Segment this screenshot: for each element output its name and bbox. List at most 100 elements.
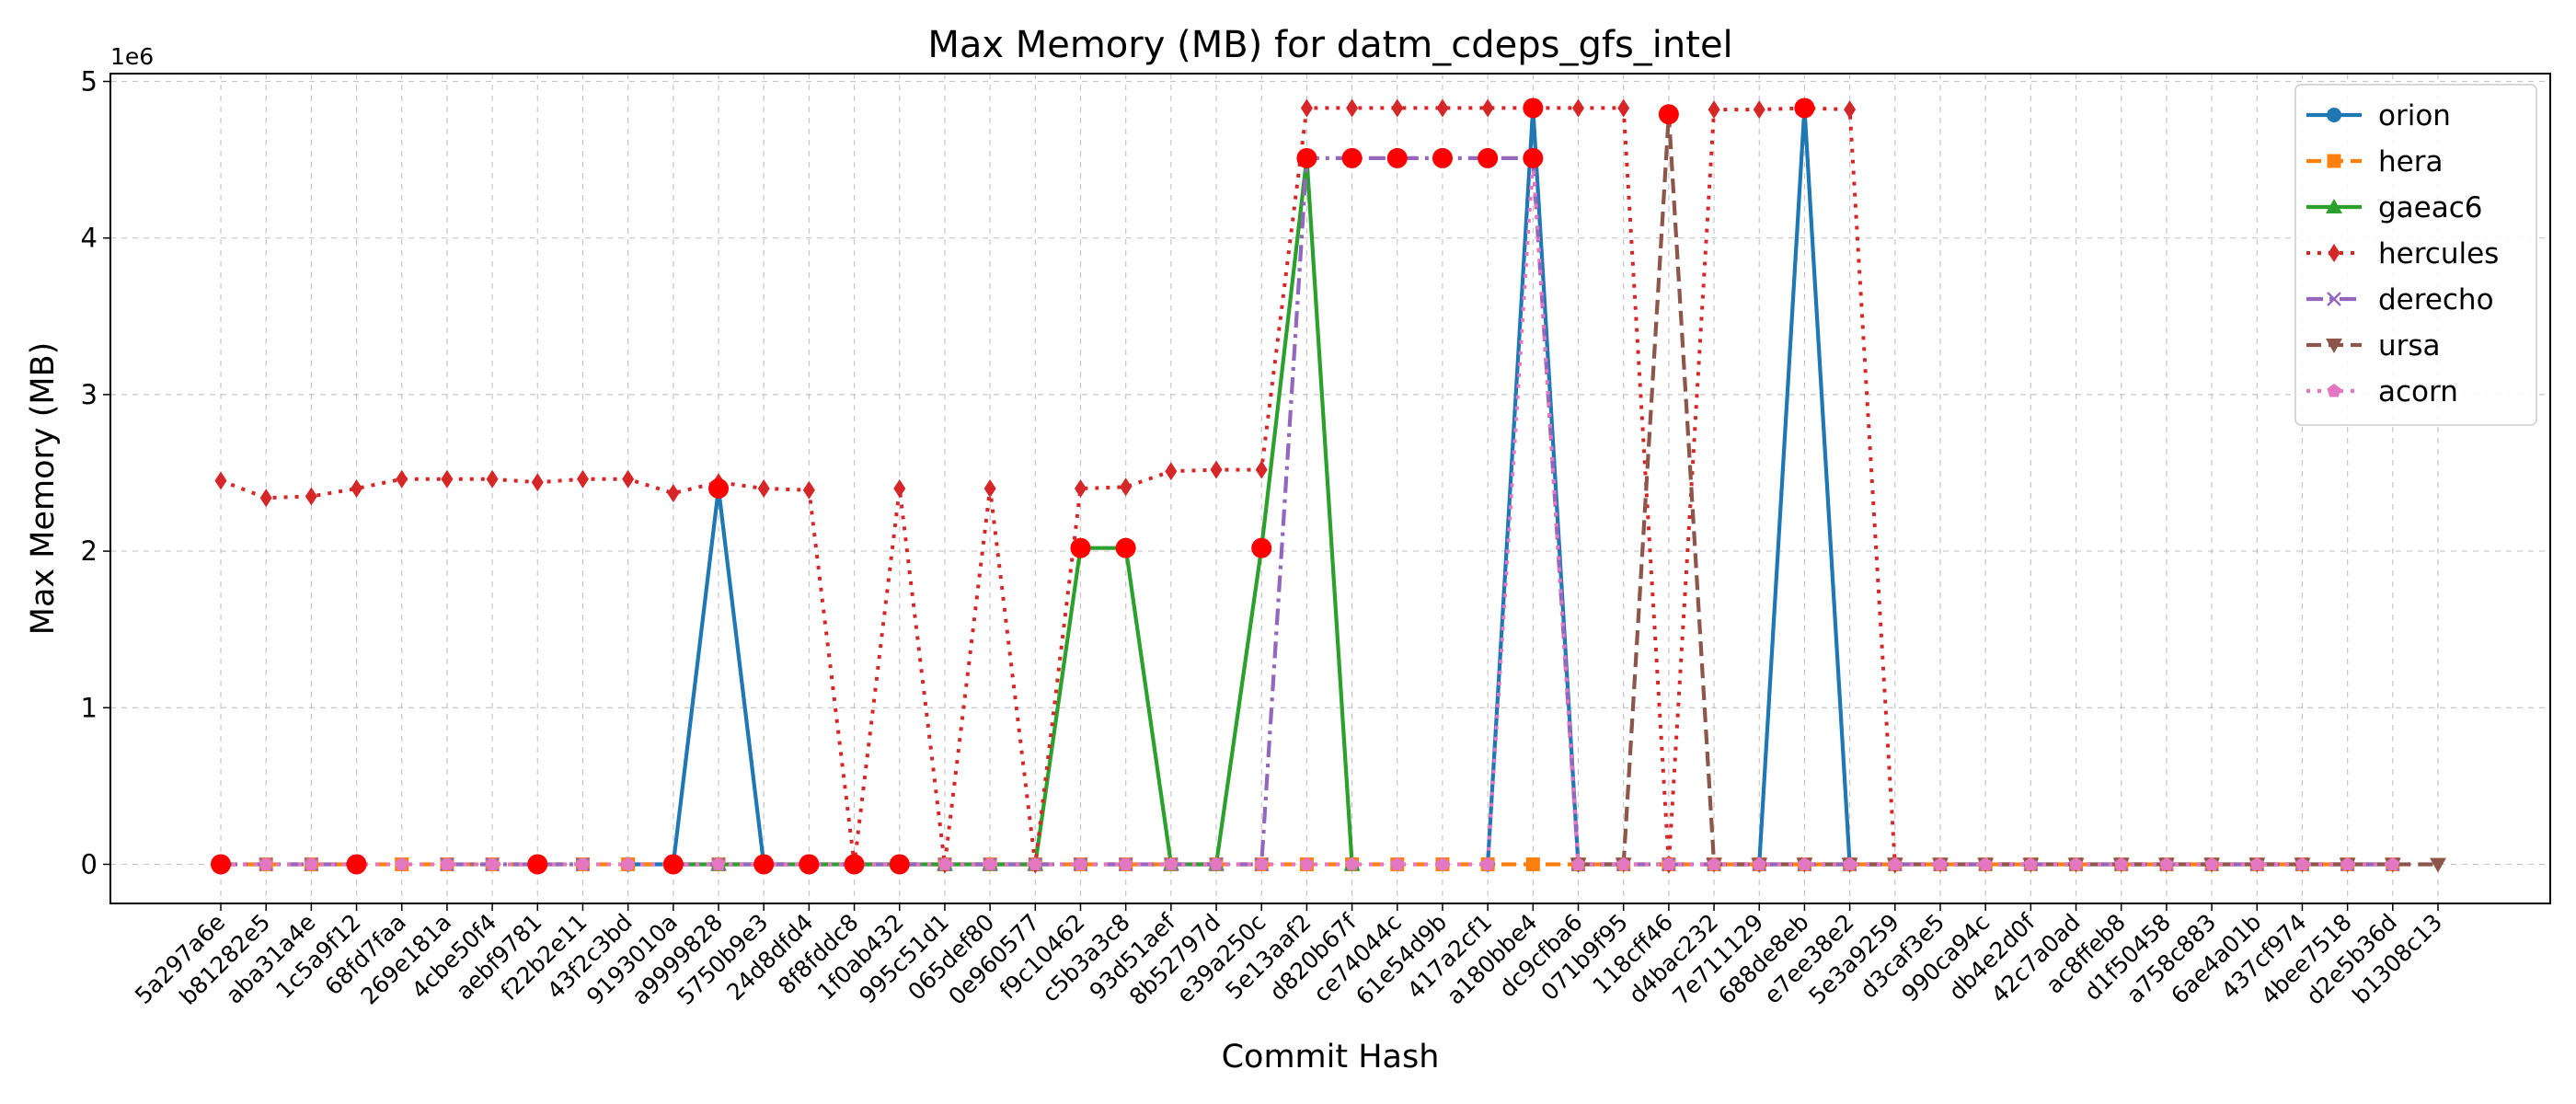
legend-marker-orion: [2327, 108, 2341, 122]
point-hercules: [757, 479, 770, 498]
point-acorn: [1164, 857, 1179, 870]
legend-item-acorn: acorn: [2306, 375, 2458, 408]
highlight-point: [662, 854, 684, 875]
point-acorn: [711, 857, 726, 870]
legend-box: [2294, 84, 2537, 426]
series-layer: [213, 98, 2446, 874]
point-hercules: [1391, 98, 1404, 118]
point-hercules: [1481, 98, 1494, 118]
point-hercules: [305, 487, 317, 506]
point-hercules: [576, 469, 589, 489]
legend-item-orion: orion: [2306, 99, 2451, 132]
legend-item-hercules: hercules: [2306, 237, 2499, 270]
legend-label: acorn: [2378, 375, 2458, 408]
legend: orion hera gaeac6 hercules derecho ursa acorn: [2294, 84, 2537, 426]
legend-item-ursa: ursa: [2306, 329, 2441, 362]
y-tick-label: 1: [81, 692, 98, 723]
point-acorn: [304, 857, 318, 870]
highlight-layer: [211, 98, 1815, 875]
point-hercules: [1617, 98, 1630, 118]
point-acorn: [1933, 857, 1948, 870]
point-hercules: [1572, 98, 1585, 118]
highlight-point: [1658, 104, 1679, 125]
point-acorn: [485, 857, 500, 870]
point-hercules: [1753, 100, 1765, 120]
point-acorn: [1345, 857, 1360, 870]
point-acorn: [1570, 857, 1586, 870]
highlight-point: [1794, 98, 1815, 119]
y-tick-label: 4: [81, 223, 98, 254]
point-acorn: [1797, 857, 1811, 870]
series-hercules: [214, 98, 1902, 874]
x-axis-label: Commit Hash: [1222, 1039, 1440, 1075]
highlight-point: [708, 478, 730, 499]
point-acorn: [2249, 857, 2264, 870]
point-hercules: [983, 479, 996, 498]
point-acorn: [1888, 857, 1903, 870]
grid: [110, 74, 2550, 903]
highlight-point: [1478, 147, 1499, 168]
legend-marker-gaeac6: [2326, 199, 2342, 213]
series-line-ursa: [1578, 112, 2438, 867]
highlight-point: [1070, 537, 1091, 558]
highlight-point: [1341, 147, 1363, 168]
highlight-point: [1523, 98, 1544, 119]
point-acorn: [2386, 857, 2400, 870]
highlight-point: [1115, 537, 1136, 558]
series-line-hercules: [220, 106, 1897, 867]
point-hercules: [802, 480, 815, 500]
point-acorn: [621, 857, 636, 870]
point-hercules: [486, 469, 499, 489]
y-axis-label: Max Memory (MB): [25, 342, 62, 635]
point-hercules: [1165, 462, 1178, 481]
point-acorn: [1028, 857, 1042, 870]
series-gaeac6: [664, 149, 1361, 871]
y-tick-label: 5: [81, 66, 98, 98]
y-axis-ticks: 0 1 2 3 4 5: [81, 66, 110, 880]
legend-item-gaeac6: gaeac6: [2306, 191, 2483, 224]
chart-title: Max Memory (MB) for datm_cdeps_gfs_intel: [927, 24, 1732, 66]
point-acorn: [1707, 857, 1721, 870]
plot-frame: [109, 73, 2551, 904]
point-acorn: [1299, 857, 1314, 870]
y-tick-label: 0: [81, 848, 98, 880]
highlight-point: [211, 854, 231, 875]
y-axis-offset-label: 1e6: [110, 43, 154, 70]
legend-label: ursa: [2378, 329, 2441, 362]
y-tick-label: 3: [81, 379, 98, 410]
point-acorn: [1843, 857, 1857, 870]
point-hercules: [259, 489, 272, 508]
point-hercules: [1120, 477, 1133, 497]
highlight-point: [1432, 147, 1453, 168]
point-acorn: [2068, 857, 2084, 870]
legend-label: orion: [2378, 99, 2451, 132]
point-hercules: [396, 469, 408, 489]
highlight-point: [527, 854, 548, 875]
point-acorn: [1752, 857, 1766, 870]
highlight-point: [1386, 147, 1408, 168]
highlight-point: [1296, 147, 1317, 168]
point-acorn: [1073, 857, 1088, 870]
point-hercules: [1844, 100, 1857, 120]
point-acorn: [2159, 857, 2174, 870]
point-acorn: [1209, 857, 1224, 870]
point-acorn: [2023, 857, 2038, 870]
point-acorn: [1978, 857, 1993, 870]
point-acorn: [937, 857, 952, 870]
point-acorn: [983, 857, 997, 870]
y-tick-label: 2: [81, 535, 98, 567]
legend-item-derecho: derecho: [2306, 283, 2494, 316]
legend-marker-ursa: [2326, 339, 2342, 353]
x-axis-ticks: 5a297a6eb81282e5aba31a4e1c5a9f1268fd7faa…: [130, 903, 2447, 1010]
highlight-point: [844, 854, 865, 875]
point-acorn: [1616, 857, 1631, 870]
point-acorn: [1435, 857, 1450, 870]
point-acorn: [2294, 857, 2310, 870]
legend-label: hercules: [2378, 237, 2499, 270]
legend-item-hera: hera: [2306, 145, 2443, 178]
point-hercules: [1346, 98, 1359, 118]
point-hercules: [441, 469, 454, 489]
highlight-point: [1251, 537, 1272, 558]
point-acorn: [575, 857, 591, 870]
